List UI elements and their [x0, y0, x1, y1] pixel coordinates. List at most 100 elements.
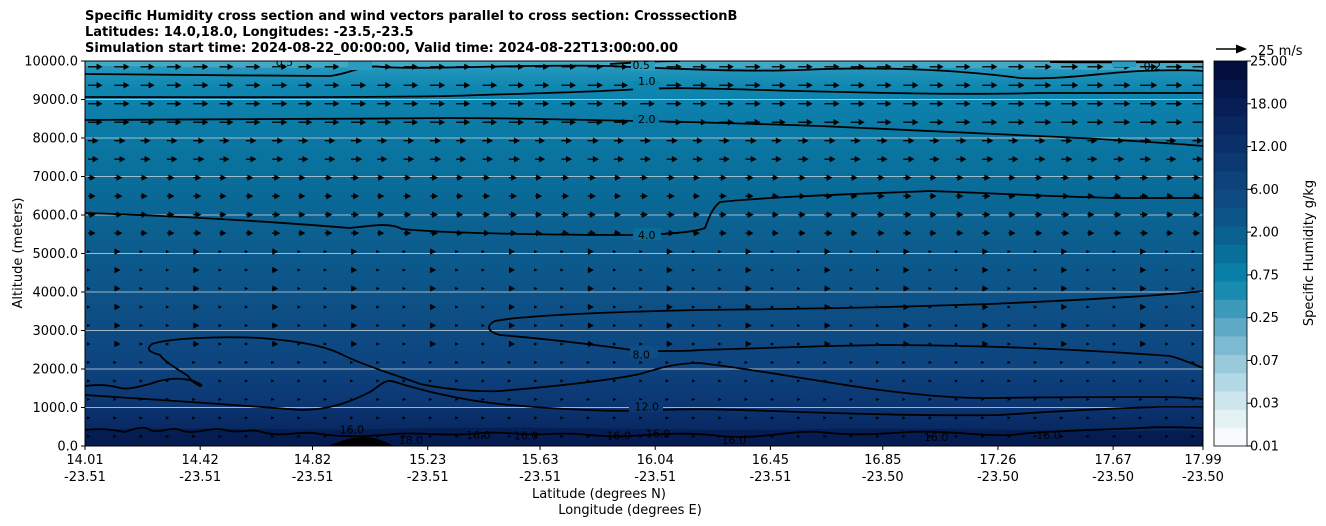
wind-vector — [849, 416, 854, 420]
wind-vector-head — [227, 100, 234, 107]
y-axis: 0.0 1000.0 2000.0 3000.0 4000.0 5000.0 6000.0 7… — [24, 55, 85, 455]
wind-vector-head — [1018, 82, 1025, 89]
wind-vector — [823, 434, 827, 438]
wind-vector-head — [539, 137, 546, 144]
wind-vector-head — [1012, 137, 1019, 144]
wind-vector-head — [536, 192, 543, 200]
y-tick-label: 0.0 — [57, 440, 78, 455]
wind-vector-head — [806, 119, 813, 126]
wind-vector-head — [223, 155, 230, 163]
wind-vector-head — [168, 229, 175, 237]
wind-vector-head — [824, 285, 831, 292]
wind-vector — [534, 379, 538, 383]
wind-vector-head — [644, 155, 651, 163]
wind-vector — [1165, 434, 1169, 438]
wind-vector-head — [563, 192, 569, 200]
wind-vector-head — [148, 82, 155, 89]
x-tick-label-longitude: -23.51 — [407, 470, 449, 485]
wind-vector — [297, 323, 301, 328]
wind-vector — [297, 434, 301, 438]
wind-vector-head — [326, 229, 333, 237]
wind-vector-head — [274, 211, 281, 218]
wind-vector-head — [592, 155, 599, 163]
wind-vector-head — [671, 155, 678, 163]
contour-label: 0.5 — [276, 56, 294, 69]
wind-vector — [981, 434, 985, 438]
wind-vector-head — [1088, 211, 1095, 218]
wind-vector — [165, 416, 170, 420]
wind-vector-head — [195, 211, 202, 218]
wind-vector — [691, 397, 696, 402]
wind-vector — [481, 249, 485, 254]
contour-label: 18.0 — [399, 434, 424, 447]
wind-vector — [954, 286, 959, 291]
wind-vector — [507, 379, 512, 383]
wind-vector-head — [460, 155, 467, 163]
wind-vector-head — [666, 322, 673, 329]
wind-vector-head — [933, 137, 940, 144]
wind-vector-head — [991, 63, 998, 70]
wind-vector-head — [615, 192, 621, 200]
wind-vector — [639, 360, 643, 365]
wind-vector-head — [92, 137, 99, 144]
wind-vector-head — [385, 82, 392, 89]
wind-vector-head — [1142, 211, 1149, 218]
wind-vector-head — [1115, 174, 1122, 181]
wind-vector-head — [119, 137, 126, 144]
wind-vector-head — [700, 82, 707, 89]
wind-vector — [1165, 305, 1169, 309]
wind-vector-head — [491, 100, 498, 107]
wind-vector-head — [570, 100, 576, 107]
wind-vector — [481, 379, 485, 383]
wind-vector-head — [754, 63, 761, 70]
wind-vector-head — [1018, 119, 1025, 126]
wind-vector-head — [193, 303, 200, 311]
wind-vector — [192, 416, 196, 420]
wind-vector — [928, 397, 933, 402]
wind-vector — [770, 249, 775, 254]
colorbar-segment — [1214, 152, 1247, 172]
wind-vector — [691, 286, 696, 291]
wind-vector-head — [405, 211, 412, 218]
wind-vector-head — [1072, 119, 1079, 126]
wind-vector — [613, 286, 617, 291]
wind-vector-head — [587, 285, 594, 292]
wind-vector-head — [566, 137, 572, 144]
wind-vector — [1086, 305, 1090, 309]
wind-vector-head — [509, 285, 515, 292]
colorbar-tick-label: 0.01 — [1250, 440, 1279, 455]
wind-vector-head — [220, 229, 227, 237]
wind-vector-head — [779, 100, 786, 107]
wind-vector — [481, 286, 485, 291]
contour-label-gap — [631, 61, 655, 71]
wind-vector-head — [1009, 229, 1016, 237]
x-tick-label-latitude: 14.42 — [182, 453, 219, 468]
wind-vector-head — [123, 63, 130, 70]
wind-vector-head — [378, 174, 385, 181]
wind-vector-head — [930, 174, 937, 181]
wind-vector — [718, 323, 722, 328]
wind-vector-head — [937, 82, 944, 89]
wind-vector-head — [543, 100, 550, 107]
wind-vector — [849, 360, 854, 365]
wind-vector-head — [912, 82, 919, 89]
wind-vector — [770, 416, 775, 420]
wind-vector-head — [227, 119, 234, 126]
wind-vector — [1007, 379, 1011, 383]
wind-vector — [876, 323, 880, 328]
wind-vector-head — [772, 211, 779, 218]
wind-vector — [218, 360, 222, 365]
wind-vector — [560, 268, 564, 272]
wind-vector-head — [1118, 155, 1125, 163]
wind-vector-head — [464, 100, 471, 107]
wind-vector — [218, 286, 222, 291]
wind-vector — [1191, 323, 1196, 328]
wind-vector — [218, 342, 222, 346]
x-tick-label-latitude: 14.01 — [66, 453, 103, 468]
wind-vector — [665, 360, 670, 365]
wind-vector-head — [878, 192, 885, 200]
wind-vector — [770, 397, 775, 402]
wind-vector-head — [1197, 155, 1203, 163]
wind-vector — [954, 397, 959, 402]
